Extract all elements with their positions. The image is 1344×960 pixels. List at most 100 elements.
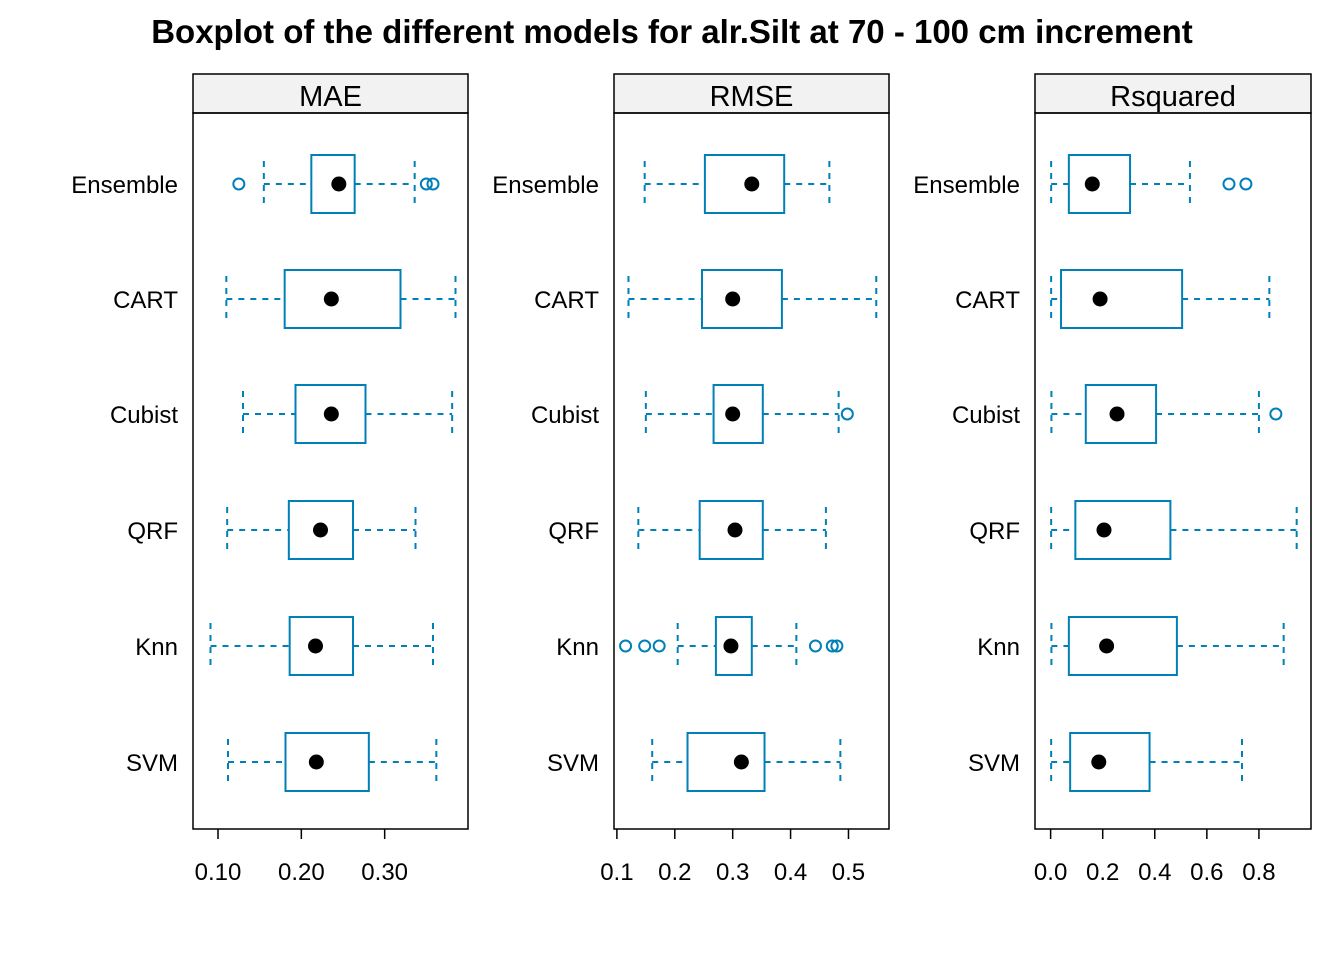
category-label: QRF [127,518,178,545]
x-tick-label: 0.8 [1242,859,1275,886]
category-label: SVM [126,750,178,777]
box-ensemble [643,154,831,214]
outlier-point [830,639,844,653]
box-cart [225,269,457,329]
iqr-box [712,384,764,444]
outlier-point [419,177,433,191]
panel-frame [192,112,469,830]
iqr-box [310,154,356,214]
box-cubist [242,384,454,444]
category-label: QRF [548,518,599,545]
outlier-point [1222,177,1236,191]
x-tick-label: 0.4 [1138,859,1171,886]
iqr-box [1084,384,1158,444]
x-tick-label: 0.2 [1086,859,1119,886]
panel-frame [1034,112,1312,830]
panels: MAE Ensemble CART Cubist QRF Knn SVM 0.10 0.20 0.… [71,73,1312,886]
box-qrf [1050,500,1298,560]
category-label: Cubist [952,402,1020,429]
iqr-box [288,616,354,676]
iqr-box [1069,732,1151,792]
x-tick-label: 0.1 [600,859,633,886]
median-dot [1109,406,1125,422]
outlier-point [1239,177,1253,191]
box-qrf [226,500,417,560]
iqr-box [686,732,766,792]
iqr-box [698,500,764,560]
iqr-box [287,500,355,560]
iqr-box [701,269,783,329]
x-tick-label: 0.5 [832,859,865,886]
x-tick-label: 0.3 [716,859,749,886]
median-dot [1099,638,1115,654]
panel-mae: MAE Ensemble CART Cubist QRF Knn SVM 0.10 0.20 0.… [71,73,469,886]
iqr-box [1074,500,1172,560]
category-label: CART [955,287,1020,314]
median-dot [323,291,339,307]
iqr-box [1067,154,1132,214]
iqr-box [703,154,786,214]
median-dot [308,754,324,770]
median-dot [1084,176,1100,192]
box-cart [627,269,878,329]
category-label: CART [534,287,599,314]
category-label: Cubist [531,402,599,429]
box-ensemble [1050,154,1253,214]
iqr-box [284,732,370,792]
panel-rsquared: Rsquared Ensemble CART Cubist QRF Knn SVM 0.0 0.… [913,73,1312,886]
outlier-point [232,177,246,191]
median-dot [733,754,749,770]
outlier-point [825,639,839,653]
category-label: SVM [968,750,1020,777]
median-dot [313,522,328,538]
median-dot [727,522,743,538]
outlier-point [840,407,854,421]
median-dot [1096,522,1112,538]
x-tick-label: 0.2 [658,859,691,886]
median-dot [723,638,739,654]
x-tick-label: 0.6 [1190,859,1223,886]
median-dot [725,406,741,422]
category-label: Ensemble [492,172,599,199]
median-dot [744,176,760,192]
box-svm [1050,732,1243,792]
median-dot [331,176,347,192]
iqr-box [1060,269,1184,329]
median-dot [1092,291,1108,307]
box-qrf [637,500,827,560]
category-label: CART [113,287,178,314]
box-cubist [1050,384,1283,444]
x-tick-label: 0.4 [774,859,807,886]
box-cart [1050,269,1271,329]
category-label: Knn [135,634,178,661]
box-svm [227,732,438,792]
panel-strip-label: Rsquared [1110,81,1236,113]
category-label: Knn [977,634,1020,661]
x-tick-label: 0.10 [195,859,242,886]
category-label: Knn [556,634,599,661]
iqr-box [294,384,367,444]
box-cubist [644,384,854,444]
category-label: SVM [547,750,599,777]
median-dot [323,406,339,422]
iqr-box [283,269,402,329]
x-tick-label: 0.0 [1034,859,1067,886]
box-knn [619,616,844,676]
panel-frame [613,112,890,830]
outlier-point [638,639,652,653]
outlier-point [619,639,633,653]
outlier-point [426,177,440,191]
category-label: Ensemble [71,172,178,199]
category-label: QRF [969,518,1020,545]
x-tick-label: 0.20 [278,859,325,886]
median-dot [308,638,323,654]
iqr-box [714,616,753,676]
category-label: Cubist [110,402,178,429]
median-dot [725,291,741,307]
box-knn [1050,616,1285,676]
outlier-point [1269,407,1283,421]
box-knn [209,616,434,676]
box-svm [651,732,842,792]
outlier-point [808,639,822,653]
